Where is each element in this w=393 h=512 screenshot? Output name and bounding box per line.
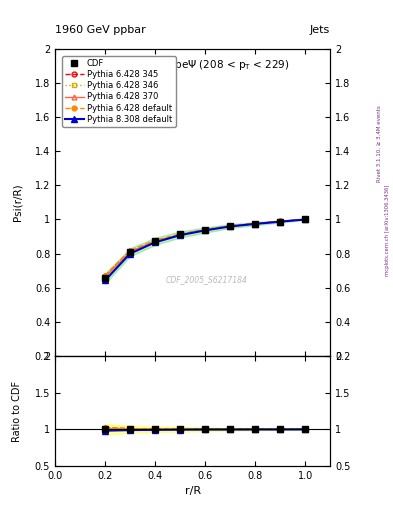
Text: CDF_2005_S6217184: CDF_2005_S6217184	[165, 275, 247, 284]
Legend: CDF, Pythia 6.428 345, Pythia 6.428 346, Pythia 6.428 370, Pythia 6.428 default,: CDF, Pythia 6.428 345, Pythia 6.428 346,…	[62, 56, 176, 127]
Text: Rivet 3.1.10, ≥ 3.4M events: Rivet 3.1.10, ≥ 3.4M events	[377, 105, 382, 182]
Y-axis label: Psi(r/R): Psi(r/R)	[12, 184, 22, 221]
Text: Jets: Jets	[310, 25, 330, 35]
X-axis label: r/R: r/R	[184, 486, 201, 496]
Text: 1960 GeV ppbar: 1960 GeV ppbar	[55, 25, 146, 35]
Text: Integral jet shape$\Psi$ (208 < p$_\mathrm{T}$ < 229): Integral jet shape$\Psi$ (208 < p$_\math…	[96, 58, 289, 72]
Text: mcplots.cern.ch [arXiv:1306.3436]: mcplots.cern.ch [arXiv:1306.3436]	[385, 185, 389, 276]
Y-axis label: Ratio to CDF: Ratio to CDF	[12, 380, 22, 441]
